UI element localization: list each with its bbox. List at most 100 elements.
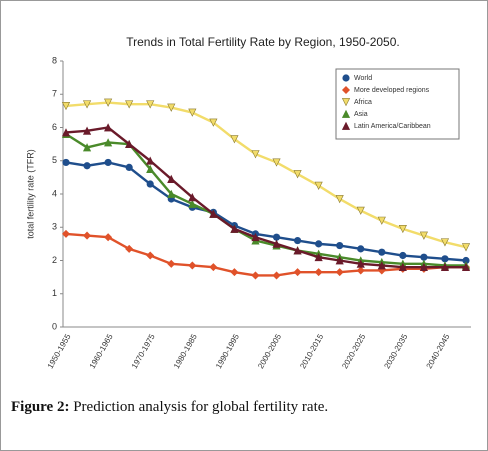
caption-text: Prediction analysis for global fertility… [73, 399, 329, 415]
point [209, 118, 218, 127]
point [209, 209, 218, 218]
point [378, 248, 386, 256]
y-tick-label: 3 [52, 222, 57, 232]
point [315, 240, 323, 248]
point [61, 128, 71, 137]
point [356, 259, 365, 268]
point [62, 158, 70, 167]
y-tick-label: 6 [52, 122, 57, 132]
x-tick-label: 2010-2015 [298, 332, 325, 370]
y-tick-label: 5 [52, 155, 57, 165]
legend-label: World [354, 75, 372, 82]
point [146, 156, 155, 165]
point [356, 206, 365, 215]
point [146, 180, 154, 188]
legend-marker [341, 98, 351, 107]
x-tick-label: 1960-1965 [88, 332, 115, 370]
point [440, 238, 450, 247]
point [125, 139, 134, 149]
y-tick-label: 0 [52, 321, 57, 331]
legend-label: Latin America/Caribbean [354, 123, 431, 130]
point [399, 251, 407, 260]
point [167, 189, 176, 198]
point [167, 174, 176, 183]
point [293, 246, 302, 255]
point [104, 233, 113, 242]
legend-box [335, 68, 460, 140]
point [272, 233, 281, 241]
y-tick-label: 7 [52, 89, 57, 99]
y-axis-label: total fertility rate (TFR) [25, 149, 35, 239]
point [146, 100, 155, 109]
point [314, 181, 323, 190]
point [104, 158, 112, 167]
legend-marker [341, 121, 351, 130]
point [335, 256, 344, 265]
point [125, 244, 134, 253]
y-tick-label: 8 [52, 55, 57, 65]
x-tick-label: 1990-1995 [214, 332, 241, 370]
point [188, 108, 197, 117]
point [82, 100, 92, 109]
point [357, 245, 365, 253]
y-tick-label: 1 [52, 288, 57, 298]
point [125, 163, 133, 171]
legend-marker [341, 109, 351, 118]
point [230, 224, 239, 233]
point [83, 231, 92, 240]
chart: Trends in Total Fertility Rate by Region… [25, 35, 471, 370]
point [209, 263, 218, 272]
x-tick-label: 2020-2025 [340, 332, 367, 370]
point [272, 158, 281, 167]
point [461, 243, 471, 252]
point [356, 266, 365, 275]
point [104, 123, 113, 132]
point [398, 262, 407, 272]
y-tick-label: 2 [52, 255, 57, 265]
point [83, 162, 91, 170]
point [462, 256, 470, 265]
point [336, 241, 344, 250]
point [335, 195, 344, 204]
point [146, 251, 155, 260]
point [440, 262, 450, 272]
point [188, 199, 197, 208]
point [419, 262, 428, 272]
point [125, 100, 134, 109]
x-tick-label: 1980-1985 [172, 332, 199, 370]
point [314, 252, 323, 262]
x-tick-label: 1950-1955 [46, 332, 73, 370]
point [230, 268, 239, 277]
point [441, 255, 449, 263]
legend-label: Africa [354, 99, 372, 106]
point [251, 150, 260, 159]
point [251, 271, 260, 280]
point [293, 268, 302, 277]
x-tick-label: 2000-2005 [256, 332, 283, 370]
point [104, 138, 113, 147]
point [293, 236, 302, 245]
point [377, 216, 386, 225]
x-tick-label: 1970-1975 [130, 332, 157, 370]
point [293, 170, 302, 179]
point [314, 268, 323, 277]
point [82, 143, 92, 152]
chart-title: Trends in Total Fertility Rate by Region… [126, 35, 399, 49]
legend-marker [341, 85, 351, 95]
point [146, 164, 155, 173]
point [461, 262, 471, 272]
point [419, 231, 428, 240]
figure-label: Figure 2: [11, 399, 70, 415]
point [61, 229, 71, 238]
point [377, 261, 386, 270]
point [61, 101, 71, 111]
x-tick-label: 2030-2035 [382, 332, 409, 370]
point [188, 261, 197, 270]
point [420, 253, 428, 261]
point [104, 98, 113, 107]
point [82, 126, 92, 135]
point [272, 271, 281, 280]
point [188, 193, 197, 202]
point [251, 232, 260, 242]
